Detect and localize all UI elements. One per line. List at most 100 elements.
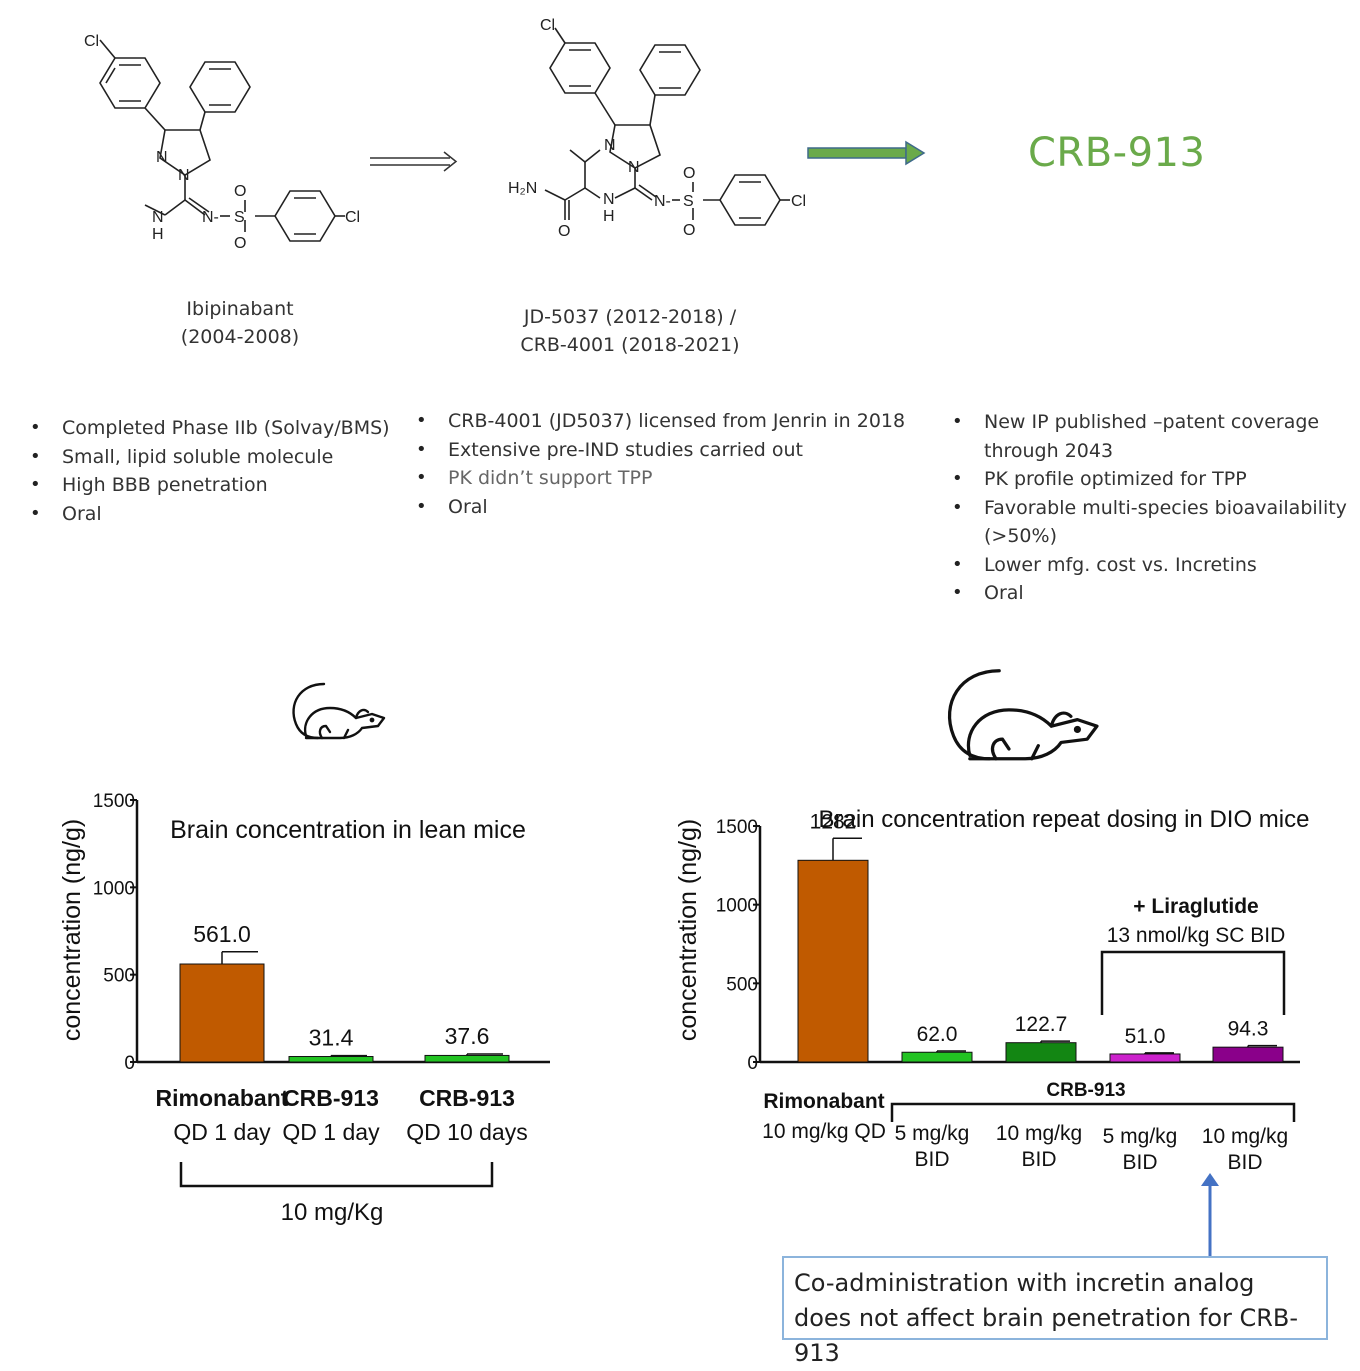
atom-label: O [558,223,570,240]
category-sub: 10 mg/kg [1202,1125,1288,1148]
category-sub: QD 1 day [173,1119,271,1145]
list-item-text: Favorable multi-species bioavailability [984,497,1347,519]
chart-dio-mice: Brain concentration repeat dosing in DIO… [640,770,1360,1210]
data-label: 1282 [810,810,857,833]
atom-label: Cl [345,209,360,226]
bar [1006,1043,1076,1062]
compound-name: JD-5037 (2012-2018) / [490,304,770,332]
category-sub: BID [1122,1151,1157,1174]
chart-title: Brain concentration in lean mice [170,816,526,844]
bullet-list-1: Completed Phase IIb (Solvay/BMS) Small, … [28,414,408,528]
atom-label: N- [654,193,671,210]
category-name: Rimonabant [763,1090,884,1113]
data-label: 62.0 [917,1023,958,1046]
liraglutide-bracket [1102,952,1284,1015]
atom-label: Cl [84,33,99,50]
compound-years: (2004-2008) [130,324,350,352]
atom-label: O [683,165,695,182]
category-sub: 10 mg/kg QD [762,1120,886,1143]
list-item: Extensive pre-IND studies carried out [414,436,934,465]
structure-ibipinabant: Cl N N N H N- S O O Cl [70,20,390,265]
list-item: CRB-4001 (JD5037) licensed from Jenrin i… [414,407,934,436]
group-label: CRB-913 [1046,1080,1125,1101]
bar [798,860,868,1062]
bullet-list-3: New IP published –patent coverage through… [950,408,1355,608]
compound-name: Ibipinabant [130,296,350,324]
y-tick-label: 1000 [716,896,758,917]
bar [180,964,264,1062]
x-category-labels: Rimonabant 10 mg/kg QD 5 mg/kg BID 10 mg/kg B… [762,1090,1288,1174]
list-item-text: New IP published –patent coverage [984,411,1319,433]
x-category-labels: Rimonabant QD 1 day CRB-913 QD 1 day CRB-913… [156,1085,528,1145]
atom-label: S [683,193,694,210]
y-tick-label: 0 [124,1053,135,1074]
list-item: High BBB penetration [28,471,408,500]
y-tick-label: 1500 [716,817,758,838]
product-name: CRB-913 [1028,130,1205,176]
arrow-up-icon [1198,1172,1222,1258]
list-item-text: (>50%) [984,525,1057,547]
category-sub: BID [914,1148,949,1171]
bar [1213,1047,1283,1062]
list-item: PK didn’t support TPP [414,464,934,493]
data-label: 122.7 [1015,1013,1068,1036]
compound-years: CRB-4001 (2018-2021) [490,332,770,360]
group-bracket [181,1162,492,1186]
atom-label: N- [202,209,219,226]
list-item: Oral [950,579,1355,608]
group-bracket [892,1104,1294,1122]
atom-label: H [603,208,615,225]
atom-label: N [604,137,616,154]
atom-label: O [234,183,246,200]
category-name: Rimonabant [156,1085,289,1111]
y-tick-label: 1500 [93,791,135,812]
data-label: 561.0 [193,921,251,947]
atom-label: N [156,149,168,166]
atom-label: H₂N [508,180,537,197]
list-item: Oral [414,493,934,522]
category-sub: 5 mg/kg [1103,1125,1178,1148]
list-item: Lower mfg. cost vs. Incretins [950,551,1355,580]
data-label: 94.3 [1228,1018,1269,1041]
y-ticks: 0 500 1000 1500 [93,791,137,1074]
group-label: 10 mg/Kg [281,1199,384,1226]
atom-label: Cl [540,17,555,34]
note-callout: Co-administration with incretin analog d… [782,1256,1328,1340]
list-item: PK profile optimized for TPP [950,465,1355,494]
data-label: 37.6 [445,1023,490,1049]
atom-label: O [683,222,695,239]
category-name: CRB-913 [283,1085,379,1111]
bar [425,1055,509,1062]
chart-title: Brain concentration repeat dosing in DIO… [819,806,1310,833]
atom-label: N [603,191,615,208]
category-sub: 10 mg/kg [996,1122,1082,1145]
bar [902,1052,972,1062]
mouse-icon [934,664,1110,772]
category-sub: BID [1021,1148,1056,1171]
chart-bars: 561.031.437.6 [180,921,509,1062]
category-name: CRB-913 [419,1085,515,1111]
list-item: Oral [28,500,408,529]
bracket-subtitle: 13 nmol/kg SC BID [1107,924,1286,947]
y-tick-label: 500 [103,966,135,987]
atom-label: N [178,167,190,184]
list-item: Favorable multi-species bioavailability (… [950,494,1355,551]
y-tick-label: 500 [726,974,758,995]
y-ticks: 050010001500 [716,817,760,1074]
category-sub: 5 mg/kg [895,1122,970,1145]
list-item: Completed Phase IIb (Solvay/BMS) [28,414,408,443]
bullet-list-2: CRB-4001 (JD5037) licensed from Jenrin i… [414,407,934,521]
green-arrow-icon [806,140,928,166]
y-tick-label: 1000 [93,878,135,899]
category-sub: QD 10 days [406,1119,527,1145]
structure-caption-1: Ibipinabant (2004-2008) [130,296,350,351]
y-axis-label: concentration (ng/g) [674,819,702,1041]
atom-label: O [234,235,246,252]
atom-label: N [628,159,640,176]
structure-caption-2: JD-5037 (2012-2018) / CRB-4001 (2018-202… [490,304,770,359]
atom-label: H [152,226,164,243]
atom-label: N [152,209,164,226]
atom-label: Cl [791,193,806,210]
list-item-text: through 2043 [984,440,1113,462]
category-sub: QD 1 day [282,1119,380,1145]
